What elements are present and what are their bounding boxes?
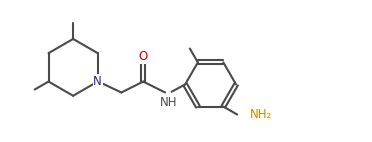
Text: N: N [93,75,102,88]
Text: NH: NH [160,96,177,109]
Text: O: O [139,50,148,63]
Text: NH₂: NH₂ [250,108,272,121]
